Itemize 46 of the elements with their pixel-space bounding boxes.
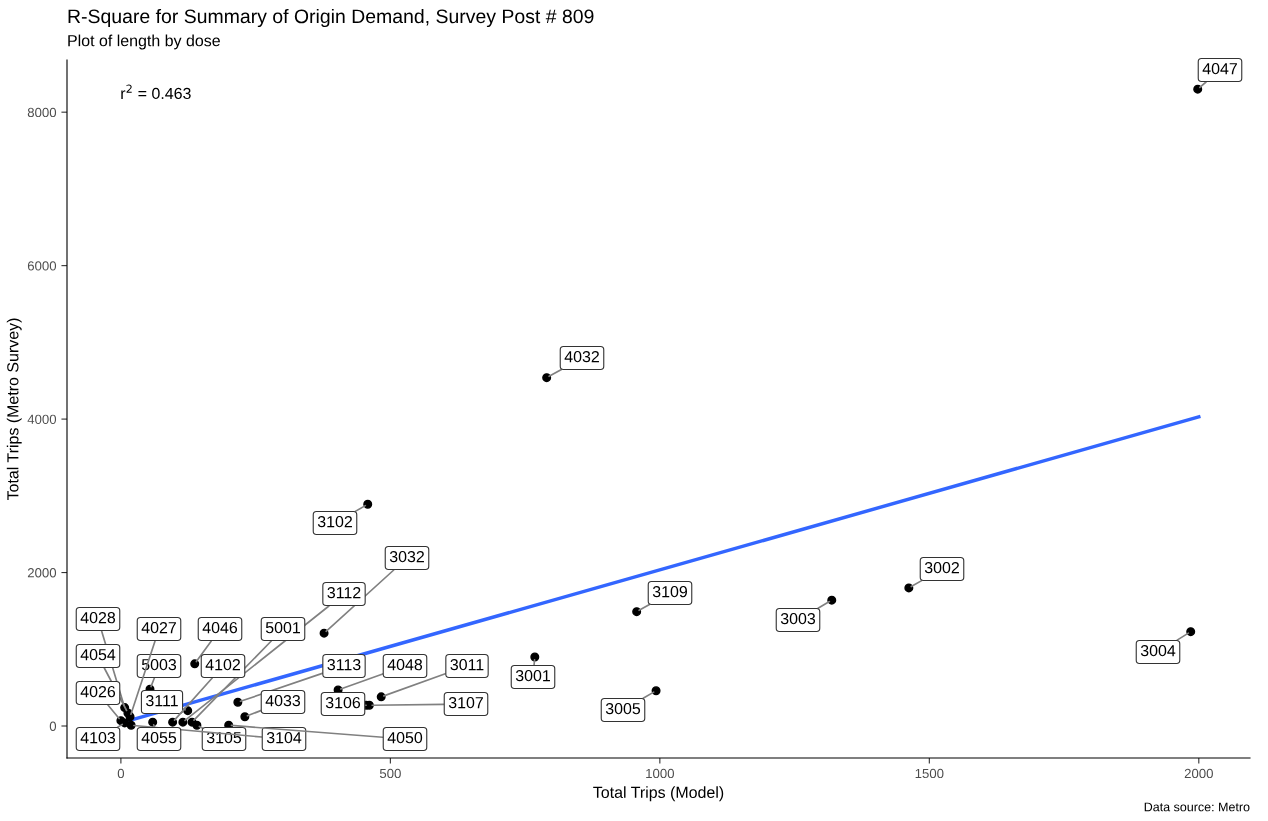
annotation: 3106 <box>325 696 361 709</box>
annotation: r$^{2}$ = 0.463 <box>121 84 191 100</box>
annotation: 3032 <box>389 550 424 563</box>
y-axis-title: Total Trips (Metro Survey) <box>6 318 22 501</box>
y-tick-label: 0 <box>49 721 57 731</box>
annotation: 3111 <box>146 694 178 707</box>
annotation: 4033 <box>265 694 301 707</box>
annotation: 3003 <box>780 612 816 625</box>
annotation: 3102 <box>317 515 352 528</box>
annotation: 4032 <box>564 350 599 363</box>
x-axis-title: Total Trips (Model) <box>593 786 724 802</box>
x-tick-label: 1500 <box>915 768 944 779</box>
annotation: 4055 <box>141 731 177 744</box>
annotation: 5003 <box>141 658 177 671</box>
annotation: 4046 <box>202 621 238 634</box>
source-note: Data source: Metro <box>1144 802 1250 812</box>
y-tick-label: 4000 <box>27 414 57 424</box>
annotation: 3001 <box>515 669 550 682</box>
annotation: 3002 <box>924 561 959 574</box>
annotation: 5001 <box>265 621 300 634</box>
annotation: 4026 <box>80 685 116 698</box>
annotation: 3112 <box>327 586 361 599</box>
annotation: 3011 <box>450 658 484 671</box>
annotation: 3109 <box>652 585 688 598</box>
annotation: 4028 <box>80 611 116 624</box>
annotation: 4027 <box>141 621 176 634</box>
annotation: 3113 <box>327 658 361 671</box>
chart-title: R-Square for Summary of Origin Demand, Survey Post # 809 <box>68 8 594 28</box>
annotation: 3005 <box>605 702 641 715</box>
x-tick-label: 500 <box>379 768 401 779</box>
annotation: 3104 <box>266 731 302 744</box>
x-tick-label: 2000 <box>1184 768 1213 779</box>
annotation: 4047 <box>1202 62 1237 75</box>
chart-subtitle: Plot of length by dose <box>68 34 220 50</box>
y-tick-label: 6000 <box>27 261 57 271</box>
annotation: 4048 <box>387 658 423 671</box>
x-tick-label: 0 <box>117 768 125 779</box>
annotation: 4102 <box>205 658 240 671</box>
y-tick-label: 8000 <box>27 107 57 118</box>
annotation: 3107 <box>448 696 483 709</box>
annotation: 4050 <box>387 731 423 744</box>
y-tick-label: 2000 <box>27 568 57 578</box>
x-tick-label: 1000 <box>646 768 675 779</box>
annotation: 4103 <box>80 731 116 744</box>
annotation: 3004 <box>1140 644 1176 657</box>
annotation: 4054 <box>80 648 116 661</box>
